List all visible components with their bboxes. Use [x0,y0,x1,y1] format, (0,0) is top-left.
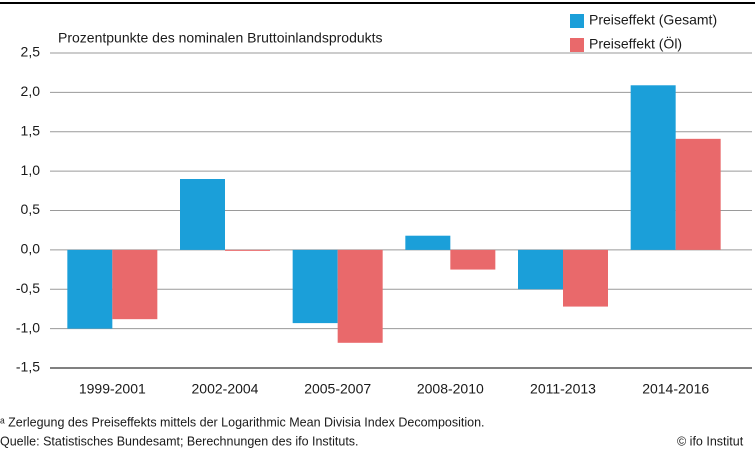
x-tick-label: 2008-2010 [417,381,484,397]
x-tick-label: 2014-2016 [642,381,709,397]
bar [675,138,721,250]
x-tick-label: 2011-2013 [530,381,596,397]
bar [450,249,496,270]
y-tick-label: 1,5 [21,122,41,138]
y-tick-label: 1,0 [21,162,41,178]
footnote: ᵃ Zerlegung des Preiseffekts mittels der… [0,415,485,429]
x-tick-label: 2002-2004 [192,381,259,397]
bar [405,235,451,250]
bar [112,249,158,320]
x-tick-label: 2005-2007 [304,381,371,397]
x-tick-label: 1999-2001 [79,381,146,397]
y-axis-label: Prozentpunkte des nominalen Bruttoinland… [58,30,383,46]
legend-swatch [570,38,584,52]
bar [337,249,383,343]
bar [563,249,608,307]
copyright: © ifo Institut [677,434,744,448]
legend-label: Preiseffekt (Öl) [589,35,682,52]
y-tick-label: -0,5 [16,280,40,296]
y-tick-label: 2,5 [21,44,41,60]
y-tick-label: 0,5 [21,201,41,217]
y-tick-label: 2,0 [21,83,41,99]
source: Quelle: Statistisches Bundesamt; Berechn… [0,434,359,448]
bar [180,179,225,250]
bar [630,85,676,250]
y-tick-label: -1,5 [16,359,40,375]
legend-swatch [570,14,584,28]
y-tick-label: -1,0 [16,319,40,335]
bar [292,249,338,324]
legend-label: Preiseffekt (Gesamt) [589,12,717,28]
y-tick-label: 0,0 [21,241,41,257]
bar [67,249,113,329]
bar [518,249,563,290]
bar [225,249,270,251]
